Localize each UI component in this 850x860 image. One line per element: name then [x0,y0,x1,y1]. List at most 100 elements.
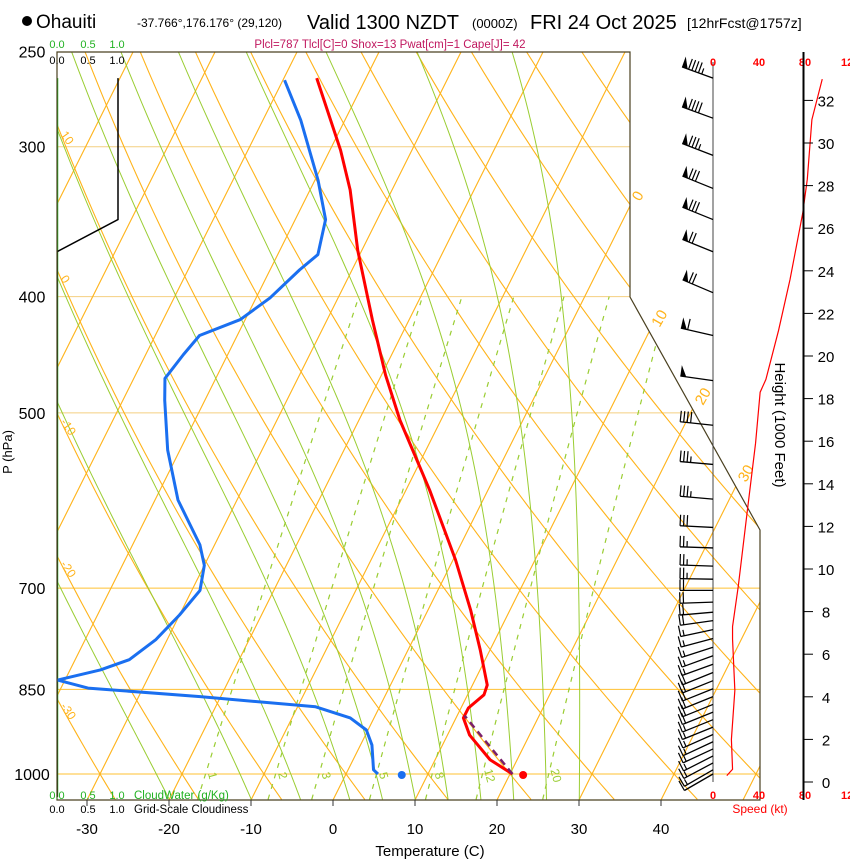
x-tick-label: 20 [489,821,506,838]
mixing-ratio-line [542,296,670,800]
height-tick-label: 8 [822,605,830,622]
dry-adiabat-line [57,52,199,800]
height-tick-label: 22 [818,306,835,323]
wind-barb [677,726,714,741]
mixing-ratio-label: 12 [481,767,498,784]
pressure-tick-label: 850 [19,682,46,699]
barb-feather [690,411,693,423]
speed-tick-bottom: 0 [710,790,716,802]
height-tick-label: 14 [818,477,835,494]
barb-half-feather [701,68,705,75]
barb-feather [686,515,689,527]
wind-barb [679,535,714,549]
height-tick-label: 2 [822,732,830,749]
parcel-line [463,714,514,775]
cloudiness-tick-bottom: 1.0 [109,804,124,816]
moist-adiabat-line [57,52,301,800]
wind-barb [682,196,714,221]
barb-feather [694,138,700,149]
barb-half-feather [682,640,686,647]
moist-adiabat-line [245,52,482,800]
stats-line: Plcl=787 Tlcl[C]=0 Shox=13 Pwat[cm]=1 Ca… [254,39,525,51]
cloudiness-line [57,78,119,797]
barb-shaft [684,769,714,787]
speed-tick-top: 120 [841,57,850,69]
wind-barb [677,741,714,757]
barb-half-feather [682,629,685,636]
y-axis-title: P (hPa) [0,430,15,474]
barb-feather [681,613,685,625]
barb-feather [688,168,694,179]
cloud-water-tick-top: 0.0 [49,39,64,51]
wind-barb [681,96,714,119]
barb-feather [677,646,683,658]
speed-tick-bottom: 80 [799,790,811,802]
cloudiness-tick-bottom: 0.5 [80,804,95,816]
barb-shaft [684,773,714,792]
height-tick-label: 0 [822,775,830,792]
barb-half-feather [683,763,688,770]
surface-temperature-dot [519,771,528,779]
cloud-water-tick-top: 1.0 [109,39,124,51]
isotherm-line [660,52,760,800]
cloudiness-tick-top: 1.0 [109,55,124,67]
moist-adiabat-line [177,52,449,800]
isotherm-line [742,52,760,800]
barb-feather [697,102,703,114]
x-tick-label: 0 [329,821,337,838]
valid-date: FRI 24 Oct 2025 [530,12,677,34]
barb-half-feather [697,143,702,151]
plot-frame [56,51,761,801]
barb-feather [677,656,683,668]
moist-adiabat-line [57,52,252,800]
barb-shaft [682,175,714,190]
isotherm-label: 20 [692,385,715,408]
wind-barb [677,636,714,648]
x-tick-label: 10 [407,821,424,838]
dry-adiabat-line [250,52,760,800]
height-tick-label: 24 [818,264,835,281]
x-tick-label: -20 [158,821,180,838]
dry-adiabat-line [470,52,760,800]
mixing-ratio-label: 5 [376,771,391,781]
speed-tick-top: 0 [710,57,716,69]
height-tick-label: 12 [818,519,835,536]
barb-feather [686,485,689,497]
cloudiness-tick-bottom: 0.0 [49,804,64,816]
mixing-ratio-line [267,296,424,800]
wind-barb [678,762,714,780]
mixing-ratio-line [368,296,515,800]
dry-adiabat-line [636,52,760,800]
pressure-tick-label: 700 [19,581,46,598]
mixing-ratio-label: 3 [319,771,334,781]
barb-shaft [682,238,714,253]
x-tick-label: -30 [76,821,98,838]
barb-shaft [679,564,714,567]
cloud-water-label: CloudWater (g/Kg) [134,790,229,802]
barb-feather [688,231,694,243]
barb-feather [688,98,693,110]
barb-shaft [682,726,714,741]
wind-barb [679,553,714,567]
wind-barbs [677,56,714,792]
barb-feather [683,450,686,462]
barb-feather [680,681,687,692]
dry-adiabat-line [57,52,366,800]
barb-feather [677,737,684,749]
barb-pennant [680,365,687,377]
moist-adiabat-line [511,52,581,800]
barb-shaft [680,375,714,382]
barb-feather [680,673,687,684]
dry-adiabat-line [746,52,760,800]
moist-adiabat-line [120,52,416,800]
wind-barb [680,317,714,337]
moist-adiabat-line [57,52,170,800]
valid-time: Valid 1300 NZDT [307,12,459,34]
height-tick-label: 28 [818,179,835,196]
dry-adiabat-label: -10 [58,416,80,439]
wind-speed-panel: 0040408080120120Speed (kt)02468101214161… [710,52,850,816]
location-coords: -37.766°,176.176° (29,120) [137,16,282,30]
barb-shaft [682,733,714,749]
